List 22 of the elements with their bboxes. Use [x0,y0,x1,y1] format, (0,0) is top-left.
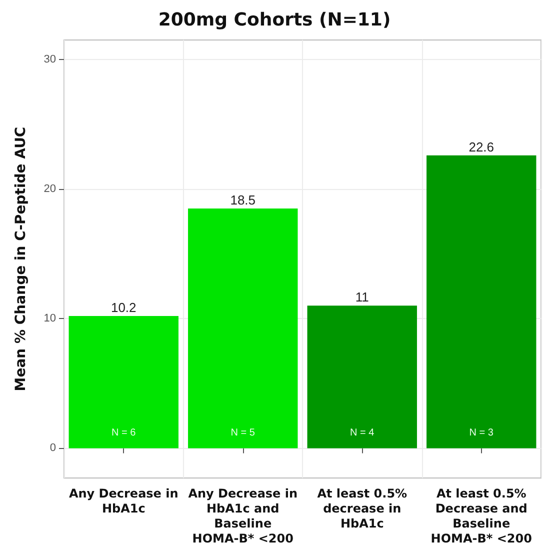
y-tick-label: 0 [50,442,56,454]
y-tick-label: 20 [44,183,56,196]
y-tick-label: 10 [44,312,56,325]
data-label: 22.6 [468,139,494,154]
x-tick-label: At least 0.5% decrease in HbA1c [317,486,408,530]
annotation: N = 3 [469,428,494,439]
annotation: N = 4 [350,428,375,439]
bar [307,306,417,448]
x-tick-label: At least 0.5% Decrease and Baseline HOMA-B* <200 [430,486,532,546]
bar [426,155,536,448]
data-label: 10.2 [110,300,136,316]
bar [188,208,298,448]
data-label: 11 [355,290,369,305]
data-label: 18.5 [230,192,256,208]
chart-title: 200mg Cohorts (N=11) [158,10,391,30]
y-tick-label: 30 [44,53,56,66]
bar [68,316,178,448]
x-tick-label: Any Decrease in HbA1c and Baseline HOMA-B* <200 [188,486,298,546]
annotation: N = 6 [112,428,136,439]
annotation: N = 5 [230,428,256,439]
y-axis-title: Mean % Change in C-Peptide AUC [13,126,29,392]
x-tick-label: Any Decrease in HbA1c [68,486,178,516]
